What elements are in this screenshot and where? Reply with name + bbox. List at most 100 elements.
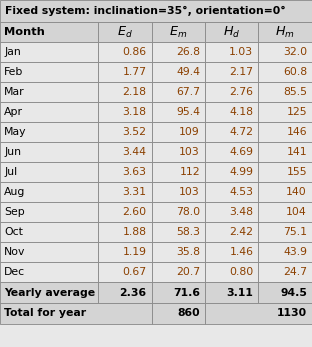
Text: Apr: Apr [4, 107, 23, 117]
Bar [205, 162, 258, 182]
Bar [0, 222, 98, 242]
Bar [0, 202, 98, 222]
Text: 94.5: 94.5 [280, 288, 307, 297]
Bar [205, 82, 258, 102]
Bar [98, 82, 152, 102]
Bar [258, 122, 312, 142]
Bar [205, 182, 258, 202]
Bar [152, 202, 205, 222]
Bar [205, 62, 258, 82]
Text: 24.7: 24.7 [283, 267, 307, 277]
Bar [205, 282, 258, 303]
Bar [152, 22, 205, 42]
Bar [152, 182, 205, 202]
Bar [258, 142, 312, 162]
Bar [0, 62, 98, 82]
Bar [0, 142, 98, 162]
Bar [152, 122, 205, 142]
Bar [0, 0, 312, 22]
Text: 78.0: 78.0 [176, 207, 200, 217]
Bar [152, 242, 205, 262]
Text: 4.53: 4.53 [229, 187, 253, 197]
Text: 2.42: 2.42 [229, 227, 253, 237]
Text: 4.72: 4.72 [229, 127, 253, 137]
Bar [0, 162, 98, 182]
Bar [98, 42, 152, 62]
Text: Mar: Mar [4, 87, 25, 97]
Bar [152, 82, 205, 102]
Text: Jun: Jun [4, 147, 21, 157]
Text: 95.4: 95.4 [176, 107, 200, 117]
Text: 35.8: 35.8 [176, 247, 200, 257]
Text: May: May [4, 127, 27, 137]
Text: $\mathit{H_d}$: $\mathit{H_d}$ [223, 24, 240, 40]
Text: 67.7: 67.7 [176, 87, 200, 97]
Text: 1.19: 1.19 [123, 247, 147, 257]
Text: 112: 112 [179, 167, 200, 177]
Bar [0, 282, 98, 303]
Text: 1.46: 1.46 [229, 247, 253, 257]
Bar [258, 242, 312, 262]
Text: $\mathit{E_d}$: $\mathit{E_d}$ [117, 24, 133, 40]
Text: 60.8: 60.8 [283, 67, 307, 77]
Text: Month: Month [4, 27, 45, 37]
Bar [205, 122, 258, 142]
Bar [258, 82, 312, 102]
Bar [152, 303, 205, 324]
Bar [258, 222, 312, 242]
Text: Total for year: Total for year [4, 308, 86, 319]
Bar [205, 242, 258, 262]
Text: 71.6: 71.6 [173, 288, 200, 297]
Text: 3.31: 3.31 [123, 187, 147, 197]
Bar [258, 202, 312, 222]
Bar [98, 142, 152, 162]
Bar [98, 222, 152, 242]
Text: 4.69: 4.69 [229, 147, 253, 157]
Bar [98, 62, 152, 82]
Bar [98, 182, 152, 202]
Bar [0, 182, 98, 202]
Text: 58.3: 58.3 [176, 227, 200, 237]
Bar [258, 262, 312, 282]
Text: 0.67: 0.67 [123, 267, 147, 277]
Bar [205, 222, 258, 242]
Text: 146: 146 [286, 127, 307, 137]
Text: 125: 125 [286, 107, 307, 117]
Bar [152, 162, 205, 182]
Bar [152, 62, 205, 82]
Bar [258, 162, 312, 182]
Bar [152, 142, 205, 162]
Text: 85.5: 85.5 [283, 87, 307, 97]
Text: 43.9: 43.9 [283, 247, 307, 257]
Text: 103: 103 [179, 147, 200, 157]
Bar [0, 42, 98, 62]
Bar [98, 262, 152, 282]
Text: 49.4: 49.4 [176, 67, 200, 77]
Text: 26.8: 26.8 [176, 47, 200, 57]
Text: 75.1: 75.1 [283, 227, 307, 237]
Text: 104: 104 [286, 207, 307, 217]
Text: Dec: Dec [4, 267, 25, 277]
Text: 103: 103 [179, 187, 200, 197]
Text: 109: 109 [179, 127, 200, 137]
Bar [152, 42, 205, 62]
Bar [258, 102, 312, 122]
Bar [0, 22, 98, 42]
Bar [0, 262, 98, 282]
Text: 3.48: 3.48 [229, 207, 253, 217]
Text: Aug: Aug [4, 187, 25, 197]
Bar [205, 262, 258, 282]
Text: 4.99: 4.99 [229, 167, 253, 177]
Text: 3.11: 3.11 [227, 288, 253, 297]
Bar [98, 202, 152, 222]
Text: 1.88: 1.88 [123, 227, 147, 237]
Bar [205, 22, 258, 42]
Text: Oct: Oct [4, 227, 23, 237]
Bar [0, 102, 98, 122]
Text: 1.03: 1.03 [229, 47, 253, 57]
Text: 1.77: 1.77 [123, 67, 147, 77]
Text: 2.36: 2.36 [119, 288, 147, 297]
Text: 155: 155 [286, 167, 307, 177]
Bar [0, 122, 98, 142]
Bar [0, 303, 152, 324]
